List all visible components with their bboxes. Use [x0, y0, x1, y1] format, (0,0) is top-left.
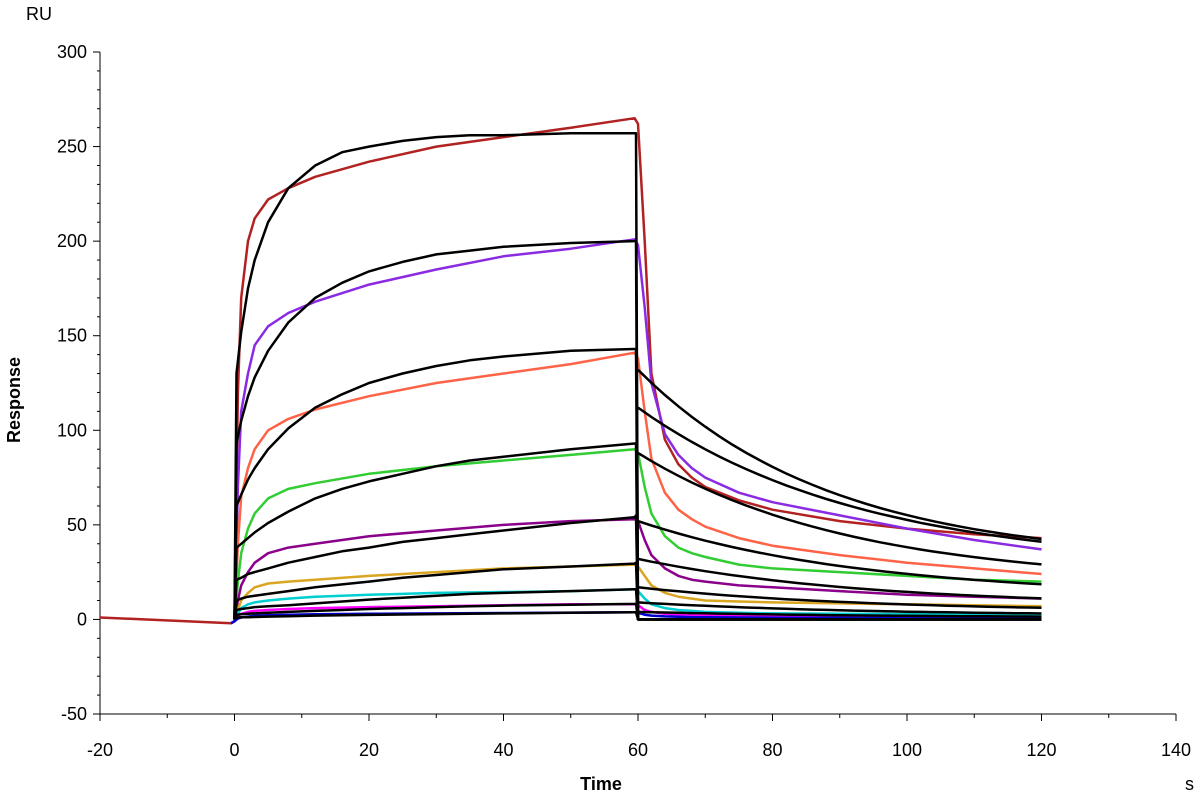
x-tick-label: 140: [1161, 740, 1191, 760]
x-tick-label: 40: [493, 740, 513, 760]
y-tick-label: 200: [57, 231, 87, 251]
y-axis-title: Response: [4, 357, 24, 443]
series-line-4: [230, 517, 1042, 625]
x-tick-label: 100: [892, 740, 922, 760]
dissociation-fit-6: [637, 601, 1042, 615]
axes: [93, 51, 1177, 721]
y-tick-label: 0: [77, 609, 87, 629]
x-tick-label: 0: [229, 740, 239, 760]
x-tick-label: 20: [359, 740, 379, 760]
y-unit-label: RU: [26, 4, 52, 24]
x-tick-label: 120: [1026, 740, 1056, 760]
y-tick-label: 300: [57, 42, 87, 62]
dissociation-fit-7: [637, 610, 1042, 618]
series-line-17: [233, 610, 1042, 621]
x-tick-label: 80: [762, 740, 782, 760]
x-tick-label: -20: [87, 740, 113, 760]
y-tick-label: 250: [57, 137, 87, 157]
dissociation-fit-0: [637, 368, 1042, 541]
y-tick-label: 150: [57, 326, 87, 346]
series-line-0: [99, 116, 1042, 625]
y-tick-label: -50: [61, 704, 87, 724]
dissociation-fit-5: [637, 586, 1042, 610]
curves: [99, 116, 1042, 625]
labels: -50 0 50 100 150 200 250 300 -20 0 20 40 60 80 100 120 1…: [4, 4, 1194, 794]
dissociation-fit-2: [637, 451, 1042, 566]
y-tick-label: 50: [67, 515, 87, 535]
dissociation-fit-4: [637, 557, 1042, 600]
series-line-3: [230, 447, 1042, 625]
series-line-2: [230, 351, 1042, 625]
dissociation-fit-1: [637, 406, 1042, 544]
x-tick-label: 60: [628, 740, 648, 760]
y-tick-label: 100: [57, 420, 87, 440]
x-axis-title: Time: [580, 774, 622, 794]
dissociation-fit-3: [637, 519, 1042, 586]
x-unit-label: s: [1185, 774, 1194, 794]
series-line-1: [230, 238, 1042, 625]
